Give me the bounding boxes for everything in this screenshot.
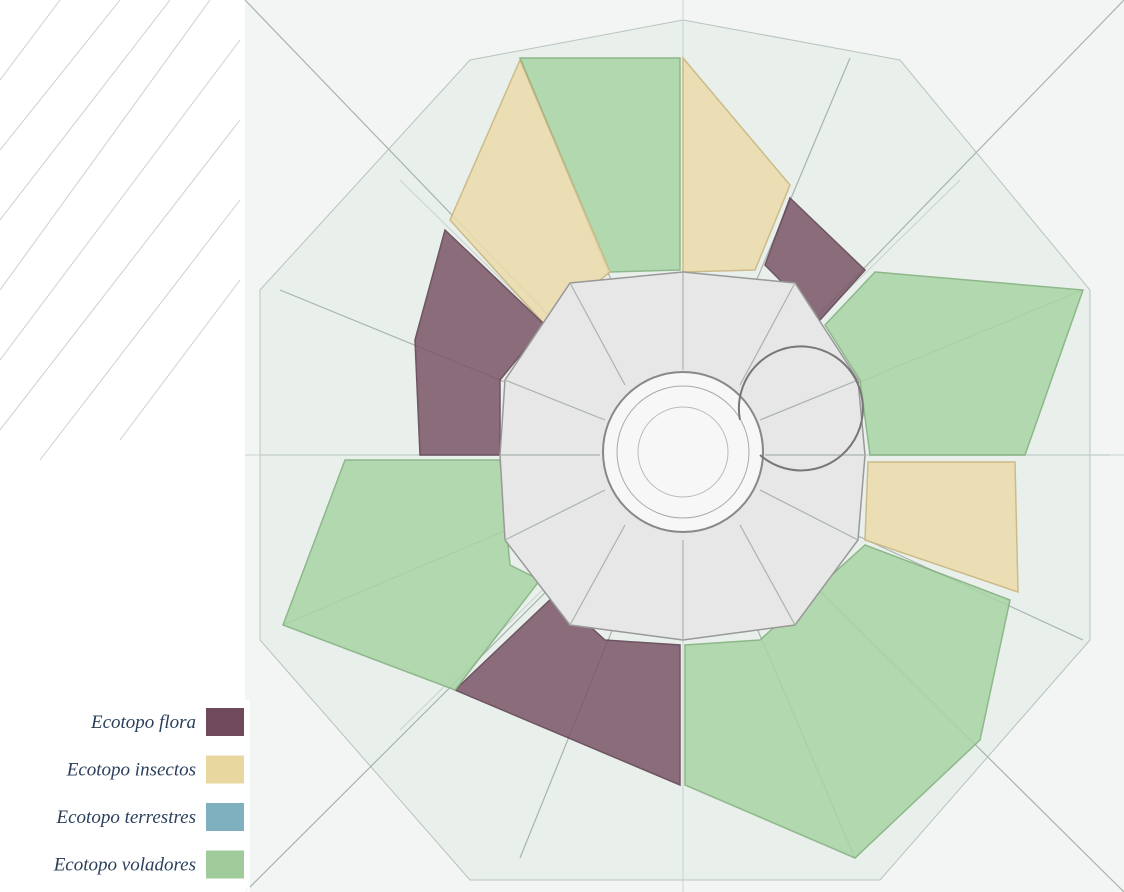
legend-label: Ecotopo terrestres	[56, 807, 197, 828]
legend-label: Ecotopo flora	[90, 712, 196, 733]
central-building	[499, 271, 866, 641]
legend-swatch	[206, 755, 244, 784]
legend-swatch	[206, 850, 244, 879]
legend: Ecotopo flora Ecotopo insectos Ecotopo ter…	[53, 708, 244, 879]
legend-swatch	[206, 708, 244, 736]
legend-swatch	[206, 803, 244, 831]
legend-label: Ecotopo voladores	[53, 855, 196, 876]
legend-label: Ecotopo insectos	[66, 760, 196, 781]
